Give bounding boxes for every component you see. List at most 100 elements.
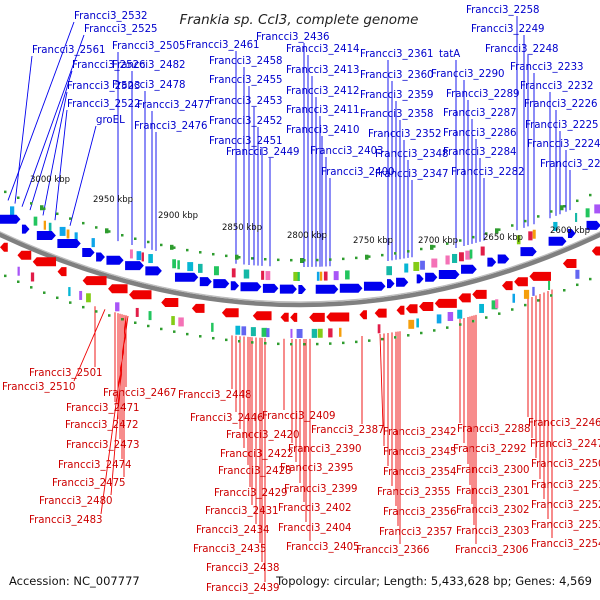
tick-dot [537,299,540,302]
tick-dot [355,256,358,260]
gene-label: Francci3_2287 [443,108,517,119]
feature-box [420,260,425,270]
feature-box [594,204,600,214]
gene-label: Francci3_2289 [446,89,520,100]
feature-box [413,261,420,271]
gene-label: Francci3_2246 [528,418,600,429]
gene-label: Francci3_2232 [520,81,594,92]
gene-label: Francci3_2561 [32,45,106,56]
feature-box [231,268,236,278]
tick-dot [173,246,176,249]
feature-box [553,221,558,231]
tick-dot [589,277,592,281]
feature-box [516,235,521,245]
feature-box [178,317,184,327]
gene-label: Francci3_2420 [226,430,300,441]
minus-gene-arrow [309,312,325,322]
plus-strand-gene-labels: Francci3_2532 Francci3_2525 Francci3_2561 F… [32,5,600,180]
feature-box [585,208,590,218]
feature-box [74,232,78,242]
tick-dot [576,199,579,203]
gene-label: Francci3_2453 [209,96,283,107]
minus-gene-arrow [0,242,8,252]
gene-label: Francci3_2390 [288,444,362,455]
gene-label: Francci3_2360 [360,70,434,81]
connector-line [73,309,106,382]
tick-dot [381,337,384,341]
major-tick [365,254,369,260]
tick-dot [368,255,371,258]
gene-label: Francci3_2366 [356,545,430,556]
feature-box [480,246,485,256]
gene-label: Francci3_2258 [466,5,540,16]
tick-dot [238,340,241,343]
feature-box [447,311,454,321]
tick-dot [4,274,7,278]
gene-label: Francci3_2286 [443,128,517,139]
tick-dot [69,301,72,304]
tick-dot [134,237,137,240]
connector-line [42,91,68,216]
feature-box [33,216,38,226]
gene-label: Francci3_2290 [431,69,505,80]
plus-gene-arrow [230,281,240,291]
feature-box [266,328,270,338]
plus-gene-arrow [0,214,21,224]
gene-label: Francci3_2400 [321,167,395,178]
tick-dot [212,336,215,340]
minus-gene-arrow [374,308,387,318]
tick-dot [4,190,7,194]
tick-dot [394,252,397,255]
gene-label: Francci3_2410 [286,125,360,136]
kbp-label: 2650 kbp [483,233,523,243]
feature-box [265,271,271,281]
plus-gene-arrow [106,255,124,265]
feature-box [198,263,203,273]
feature-box [66,229,70,239]
gene-label: Francci3_2361 [360,49,434,60]
minus-gene-arrow [472,289,487,299]
gene-label: Francci3_2355 [377,487,451,498]
tick-dot [342,257,345,261]
feature-box [211,322,214,332]
feature-box-track [10,204,600,281]
gene-label: Francci3_2474 [58,460,132,471]
plus-gene-arrow [262,283,279,293]
gene-label: Francci3_2428 [218,466,292,477]
plus-gene-arrow [586,220,600,230]
feature-box [17,266,20,276]
minus-gene-arrow [502,281,513,291]
feature-box [86,293,91,303]
feature-box [79,290,83,300]
tick-dot [134,321,137,324]
tick-dot [82,221,85,225]
tick-dot [498,228,501,231]
gene-label: Francci3_2303 [456,526,530,537]
minus-gene-arrow [191,303,205,313]
major-tick [105,228,109,234]
feature-box [43,220,47,230]
connector-line [379,333,384,427]
tick-dot [186,332,189,336]
feature-box [319,271,323,281]
plus-gene-arrow [425,272,438,282]
tick-dot [446,242,449,245]
tick-dot [589,193,592,197]
tick-dot [160,327,163,331]
feature-box [548,280,551,290]
gene-label: Francci3_2461 [186,40,260,51]
minus-gene-arrow [591,246,600,256]
plus-gene-arrow [520,247,537,257]
feature-box [261,270,265,280]
kbp-label: 2700 kbp [418,236,458,246]
tick-dot [147,240,150,244]
plus-gene-arrow [145,266,162,276]
major-tick [235,254,239,260]
minus-gene-arrow [514,277,528,287]
plus-gene-arrow [487,257,497,267]
tick-dot [43,207,46,210]
tick-dot [290,342,293,346]
tick-dot [199,335,202,338]
tick-dot [160,243,163,247]
minus-gene-arrow [562,259,577,269]
